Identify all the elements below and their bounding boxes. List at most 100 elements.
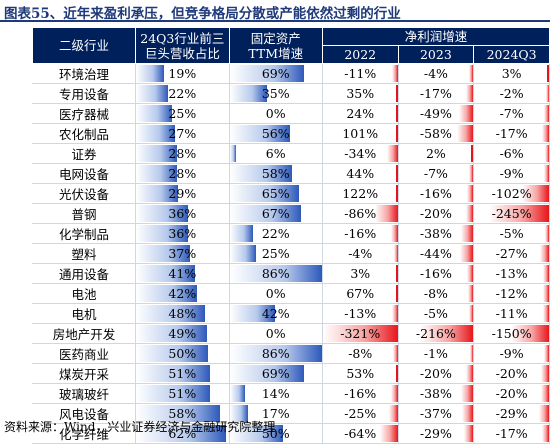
capex-bar [229, 345, 322, 362]
profit-2022-value: 44% [346, 166, 375, 181]
header-concentration-line2: 巨头营收占比 [144, 45, 220, 61]
profit-2024q3-value: -150% [491, 326, 532, 341]
profit-2023-bar [458, 105, 474, 122]
profit-2023-value: -1% [423, 346, 448, 361]
industry-cell: 风电设备 [31, 403, 137, 424]
header-year-2024q3: 2024Q3 [473, 45, 550, 64]
table-row: 玻璃玻纤 51% 14% -16% -38% -20% [31, 383, 550, 404]
share-cell: 36% [135, 223, 230, 244]
share-bar [136, 245, 190, 262]
profit-2023-cell: -17% [397, 83, 475, 104]
profit-2023-value: -4% [423, 66, 448, 81]
header-capex-line2: TTM增速 [248, 45, 304, 61]
capex-value: 86% [261, 266, 290, 281]
profit-2024q3-value: -20% [495, 386, 528, 401]
profit-2022-cell: -4% [321, 243, 399, 264]
profit-2022-axis-line [395, 165, 398, 182]
capex-value: 69% [261, 366, 290, 381]
table-row: 证券 28% 6% -34% 2% -6% [31, 143, 550, 164]
table-row: 光伏设备 29% 65% 122% -16% -102% [31, 183, 550, 204]
share-bar [136, 105, 173, 122]
capex-bar [229, 385, 245, 402]
capex-cell: 0% [228, 103, 323, 124]
profit-2024q3-bar [541, 385, 549, 402]
capex-bar [229, 145, 236, 162]
profit-2022-cell: -13% [321, 303, 399, 324]
profit-2022-axis-line [395, 125, 398, 142]
capex-value: 0% [265, 286, 286, 301]
profit-2024q3-value: -12% [495, 286, 528, 301]
table-row: 电池 42% 0% 67% -8% -12% [31, 283, 550, 304]
capex-cell: 69% [228, 63, 323, 84]
figure-title: 图表55、近年来盈利承压，但竞争格局分散或产能依然过剩的行业 [4, 6, 401, 22]
share-cell: 42% [135, 283, 230, 304]
profit-2022-cell: -16% [321, 223, 399, 244]
capex-value: 0% [265, 326, 286, 341]
share-value: 28% [168, 166, 197, 181]
capex-value: 14% [261, 386, 290, 401]
profit-2023-value: -58% [419, 126, 452, 141]
profit-2024q3-bar [545, 85, 549, 102]
profit-2024q3-cell: -150% [473, 323, 550, 344]
capex-cell: 17% [228, 403, 323, 424]
profit-2024q3-value: -5% [499, 226, 524, 241]
table-row: 煤炭开采 51% 69% 53% -20% -20% [31, 363, 550, 384]
profit-2022-cell: 122% [321, 183, 399, 204]
capex-value: 17% [261, 406, 290, 421]
profit-2024q3-bar [544, 145, 549, 162]
profit-2023-bar [420, 325, 474, 342]
industry-cell: 医疗器械 [31, 103, 137, 124]
profit-2024q3-cell: -29% [473, 403, 550, 424]
profit-2024q3-cell: -12% [473, 283, 550, 304]
profit-2023-cell: -16% [397, 183, 475, 204]
header-concentration: 24Q3行业前三 巨头营收占比 [135, 27, 230, 64]
capex-bar [229, 85, 268, 102]
profit-2024q3-bar [542, 125, 549, 142]
capex-value: 58% [261, 166, 290, 181]
profit-2023-cell: -58% [397, 123, 475, 144]
share-bar [136, 125, 176, 142]
share-value: 49% [168, 326, 197, 341]
profit-2024q3-value: -27% [495, 246, 528, 261]
capex-value: 50% [261, 426, 290, 441]
profit-2023-bar [470, 345, 474, 362]
capex-value: 67% [261, 206, 290, 221]
capex-bar [229, 125, 290, 142]
share-cell: 41% [135, 263, 230, 284]
industry-cell: 化学制品 [31, 223, 137, 244]
profit-2024q3-cell: -9% [473, 163, 550, 184]
share-cell: 25% [135, 103, 230, 124]
profit-2024q3-cell: -17% [473, 123, 550, 144]
share-value: 29% [168, 186, 197, 201]
table-row: 电机 48% 42% -13% -5% -11% [31, 303, 550, 324]
profit-2024q3-cell: -245% [473, 203, 550, 224]
capex-bar [229, 185, 300, 202]
share-bar [136, 65, 164, 82]
share-bar [136, 225, 189, 242]
share-cell: 51% [135, 363, 230, 384]
table-row: 风电设备 58% 17% -25% -37% -29% [31, 403, 550, 424]
profit-2022-bar [391, 305, 398, 322]
profit-2023-cell: -1% [397, 343, 475, 364]
profit-2024q3-bar [543, 165, 549, 182]
title-rule [0, 20, 550, 22]
share-cell: 49% [135, 323, 230, 344]
profit-2024q3-value: -13% [495, 266, 528, 281]
header-concentration-line1: 24Q3行业前三 [140, 30, 225, 46]
profit-2024q3-value: 3% [501, 66, 522, 81]
profit-2023-value: -5% [423, 306, 448, 321]
profit-2024q3-value: -17% [495, 126, 528, 141]
profit-2024q3-bar [522, 185, 549, 202]
capex-value: 6% [265, 146, 286, 161]
profit-2024q3-bar [543, 345, 549, 362]
profit-2023-value: -38% [419, 226, 452, 241]
profit-2024q3-value: -9% [499, 346, 524, 361]
profit-2023-cell: 2% [397, 143, 475, 164]
share-cell: 28% [135, 163, 230, 184]
capex-bar [229, 225, 254, 242]
profit-2023-value: -7% [423, 166, 448, 181]
industry-cell: 证券 [31, 143, 137, 164]
profit-2023-bar [461, 225, 474, 242]
profit-2023-bar [469, 65, 474, 82]
capex-cell: 65% [228, 183, 323, 204]
